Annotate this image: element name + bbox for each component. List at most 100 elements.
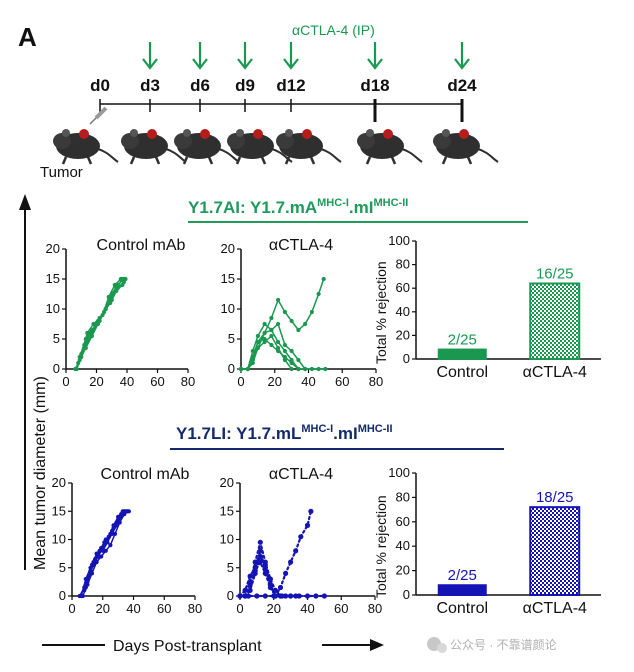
tumor-icon (459, 129, 469, 139)
data-point (255, 333, 260, 339)
data-point (257, 539, 263, 545)
y-tick-label: 20 (396, 327, 410, 342)
data-point (276, 345, 281, 351)
tumor-icon (253, 129, 263, 139)
y-tick-label: 20 (396, 563, 410, 578)
y-tick-label: 100 (388, 233, 410, 248)
bar-value-label: 18/25 (536, 489, 574, 506)
data-point (298, 534, 304, 540)
data-point (316, 366, 321, 372)
data-point (296, 327, 301, 333)
x-tick-label: 40 (120, 374, 134, 389)
data-point (296, 357, 301, 363)
day-label-d0: d0 (90, 76, 110, 95)
data-point (257, 559, 263, 565)
x-tick-label: 40 (300, 601, 314, 616)
section-title-ai: Y1.7AI: Y1.7.mAMHC-I.mIMHC-II (188, 197, 528, 223)
y-tick-label: 40 (396, 304, 410, 319)
chart-Y1.7AI-rejection-bar: 0 20 40 60 80 100 Total % rejection 2/25 Control… (373, 233, 601, 381)
x-tick-label: 80 (181, 374, 195, 389)
data-point (303, 321, 308, 327)
y-tick-label: 20 (46, 241, 60, 256)
y-tick-label: 0 (228, 361, 235, 376)
data-point (271, 593, 277, 599)
data-point (121, 279, 126, 285)
data-point (252, 568, 258, 574)
data-point (112, 523, 118, 528)
x-tick-label: 20 (268, 374, 282, 389)
data-point (289, 360, 294, 366)
tumor-icon (147, 129, 157, 139)
data-point (103, 548, 108, 553)
y-tick-label: 60 (396, 514, 410, 529)
data-point (97, 315, 102, 321)
x-tick-label: 0 (62, 374, 69, 389)
chart-title: Control mAb (101, 466, 190, 483)
data-point (308, 508, 314, 514)
data-point (282, 342, 287, 348)
data-point (103, 306, 108, 312)
day-label-d6: d6 (190, 76, 210, 95)
bar-ctla4 (529, 506, 581, 596)
svg-text:Y1.7LI: Y1.7.mLMHC-I.mIMHC-II: Y1.7LI: Y1.7.mLMHC-I.mIMHC-II (176, 423, 393, 443)
data-point (108, 543, 113, 548)
data-point (316, 291, 321, 297)
y-tick-label: 0 (403, 587, 410, 602)
treatment-arrows (142, 42, 470, 70)
watermark: 公众号 · 不靠谱颜论 (427, 637, 557, 653)
y-tick-label: 0 (53, 361, 60, 376)
chart-title: Control mAb (97, 237, 186, 254)
y-tick-label: 80 (396, 257, 410, 272)
chart-title: αCTLA-4 (269, 466, 333, 483)
y-tick-label: 5 (53, 331, 60, 346)
y-tick-label: 20 (221, 241, 235, 256)
data-point (262, 330, 267, 336)
x-tick-label: 60 (334, 601, 348, 616)
y-tick-label: 0 (59, 588, 66, 603)
watermark-text: 公众号 · 不靠谱颜论 (450, 637, 557, 652)
data-point (83, 585, 88, 590)
mouse-icon (53, 106, 119, 165)
y-tick-label: 15 (52, 503, 66, 518)
data-point (108, 531, 113, 537)
section-title-li: Y1.7LI: Y1.7.mLMHC-I.mIMHC-II (170, 423, 504, 450)
charts-layer: 0 5 10 15 20 0 20 40 60 80 Control mAb 0 5 10 15 20 0 20 4… (46, 233, 601, 617)
data-point (122, 509, 127, 514)
section-title-ai-sup1: MHC-I (317, 197, 349, 209)
x-tick-label: 80 (369, 374, 383, 389)
data-point (247, 573, 253, 579)
section-title-ai-mid: .mI (349, 198, 374, 217)
x-tick-label: 40 (301, 374, 315, 389)
data-point (99, 545, 104, 551)
y-tick-label: 15 (46, 271, 60, 286)
data-point (109, 297, 114, 303)
x-tick-label: 20 (89, 374, 103, 389)
x-tick-label: 0 (236, 601, 243, 616)
section-title-li-sup1: MHC-I (301, 423, 333, 435)
y-axis-label: Total % rejection (373, 495, 389, 598)
tumor-icon (383, 129, 393, 139)
syringe-icon (94, 106, 108, 120)
y-axis-label: Total % rejection (373, 261, 389, 364)
data-point (309, 309, 314, 315)
day-label-d12: d12 (276, 76, 305, 95)
data-point (323, 366, 328, 372)
data-point (304, 522, 311, 529)
data-point (296, 366, 301, 372)
data-point (267, 584, 273, 591)
data-point (313, 593, 319, 599)
category-label: Control (436, 364, 488, 381)
y-tick-label: 15 (221, 271, 235, 286)
data-point (112, 282, 117, 288)
data-point (106, 294, 111, 300)
data-point (288, 593, 294, 599)
data-point (118, 276, 123, 282)
x-tick-label: 0 (237, 374, 244, 389)
data-point (321, 593, 327, 599)
down-arrow-icon (367, 42, 383, 70)
data-point (304, 593, 311, 599)
chart-Y1.7AI-ctla4: 0 5 10 15 20 0 20 40 60 80 αCTLA-4 (221, 237, 384, 389)
down-arrow-icon (142, 42, 158, 70)
bottom-axis-indicator: Days Post-transplant (42, 638, 384, 655)
data-point (94, 551, 99, 556)
